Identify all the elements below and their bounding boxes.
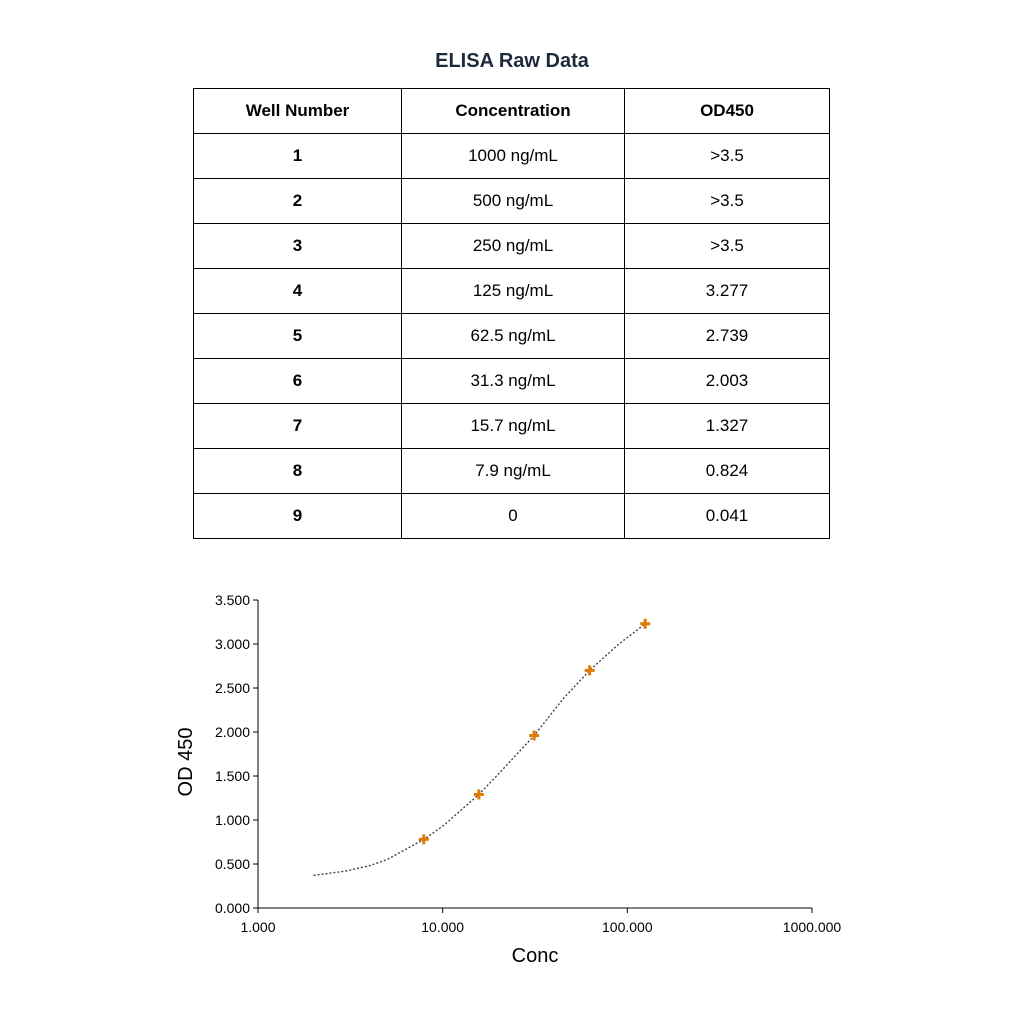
concentration-cell: 7.9 ng/mL <box>401 448 625 494</box>
x-axis-label: Conc <box>512 945 559 967</box>
column-header-concentration: Concentration <box>401 88 625 134</box>
well-number-cell: 6 <box>193 358 402 404</box>
od450-cell: 2.739 <box>624 313 830 359</box>
y-tick-label: 3.000 <box>215 636 250 652</box>
table-row: 6 31.3 ng/mL 2.003 <box>193 358 830 404</box>
table-row: 4 125 ng/mL 3.277 <box>193 268 830 314</box>
concentration-cell: 125 ng/mL <box>401 268 625 314</box>
y-tick-label: 2.500 <box>215 680 250 696</box>
concentration-cell: 1000 ng/mL <box>401 133 625 179</box>
concentration-cell: 62.5 ng/mL <box>401 313 625 359</box>
od450-cell: 2.003 <box>624 358 830 404</box>
standard-curve-chart: 0.000 0.500 1.000 1.500 2.000 2.500 3.000 3.500… <box>175 592 842 967</box>
od450-cell: 1.327 <box>624 403 830 449</box>
data-point <box>640 618 651 629</box>
table-row: 2 500 ng/mL >3.5 <box>193 178 830 224</box>
y-tick-label: 2.000 <box>215 724 250 740</box>
od450-cell: >3.5 <box>624 223 830 269</box>
y-tick-label: 1.500 <box>215 768 250 784</box>
data-point <box>473 789 484 800</box>
x-tick-label: 1000.000 <box>783 919 842 935</box>
elisa-raw-data-table: Well Number Concentration OD450 1 1000 ng… <box>193 88 830 539</box>
concentration-cell: 0 <box>401 493 625 539</box>
fit-curve-line <box>313 623 646 877</box>
table-title: ELISA Raw Data <box>435 50 589 72</box>
y-tick-label: 3.500 <box>215 592 250 608</box>
od450-cell: 0.041 <box>624 493 830 539</box>
concentration-cell: 15.7 ng/mL <box>401 403 625 449</box>
well-number-cell: 9 <box>193 493 402 539</box>
x-tick-label: 1.000 <box>240 919 275 935</box>
concentration-cell: 31.3 ng/mL <box>401 358 625 404</box>
concentration-cell: 250 ng/mL <box>401 223 625 269</box>
data-point <box>584 665 595 676</box>
table-row: 3 250 ng/mL >3.5 <box>193 223 830 269</box>
table-row: 7 15.7 ng/mL 1.327 <box>193 403 830 449</box>
well-number-cell: 3 <box>193 223 402 269</box>
y-tick-label: 1.000 <box>215 812 250 828</box>
table-row: 8 7.9 ng/mL 0.824 <box>193 448 830 494</box>
well-number-cell: 8 <box>193 448 402 494</box>
od450-cell: >3.5 <box>624 133 830 179</box>
table-row: 9 0 0.041 <box>193 493 830 539</box>
od450-cell: >3.5 <box>624 178 830 224</box>
table-header-row: Well Number Concentration OD450 <box>193 88 830 134</box>
x-tick-label: 10.000 <box>421 919 464 935</box>
column-header-od450: OD450 <box>624 88 830 134</box>
data-point <box>418 834 429 845</box>
y-tick-label: 0.000 <box>215 900 250 916</box>
data-point <box>529 730 540 741</box>
well-number-cell: 4 <box>193 268 402 314</box>
od450-cell: 3.277 <box>624 268 830 314</box>
x-tick-label: 100.000 <box>602 919 653 935</box>
y-axis-label: OD 450 <box>175 728 197 797</box>
table-row: 1 1000 ng/mL >3.5 <box>193 133 830 179</box>
well-number-cell: 5 <box>193 313 402 359</box>
od450-cell: 0.824 <box>624 448 830 494</box>
concentration-cell: 500 ng/mL <box>401 178 625 224</box>
well-number-cell: 7 <box>193 403 402 449</box>
well-number-cell: 1 <box>193 133 402 179</box>
column-header-well-number: Well Number <box>193 88 402 134</box>
y-tick-label: 0.500 <box>215 856 250 872</box>
well-number-cell: 2 <box>193 178 402 224</box>
table-row: 5 62.5 ng/mL 2.739 <box>193 313 830 359</box>
